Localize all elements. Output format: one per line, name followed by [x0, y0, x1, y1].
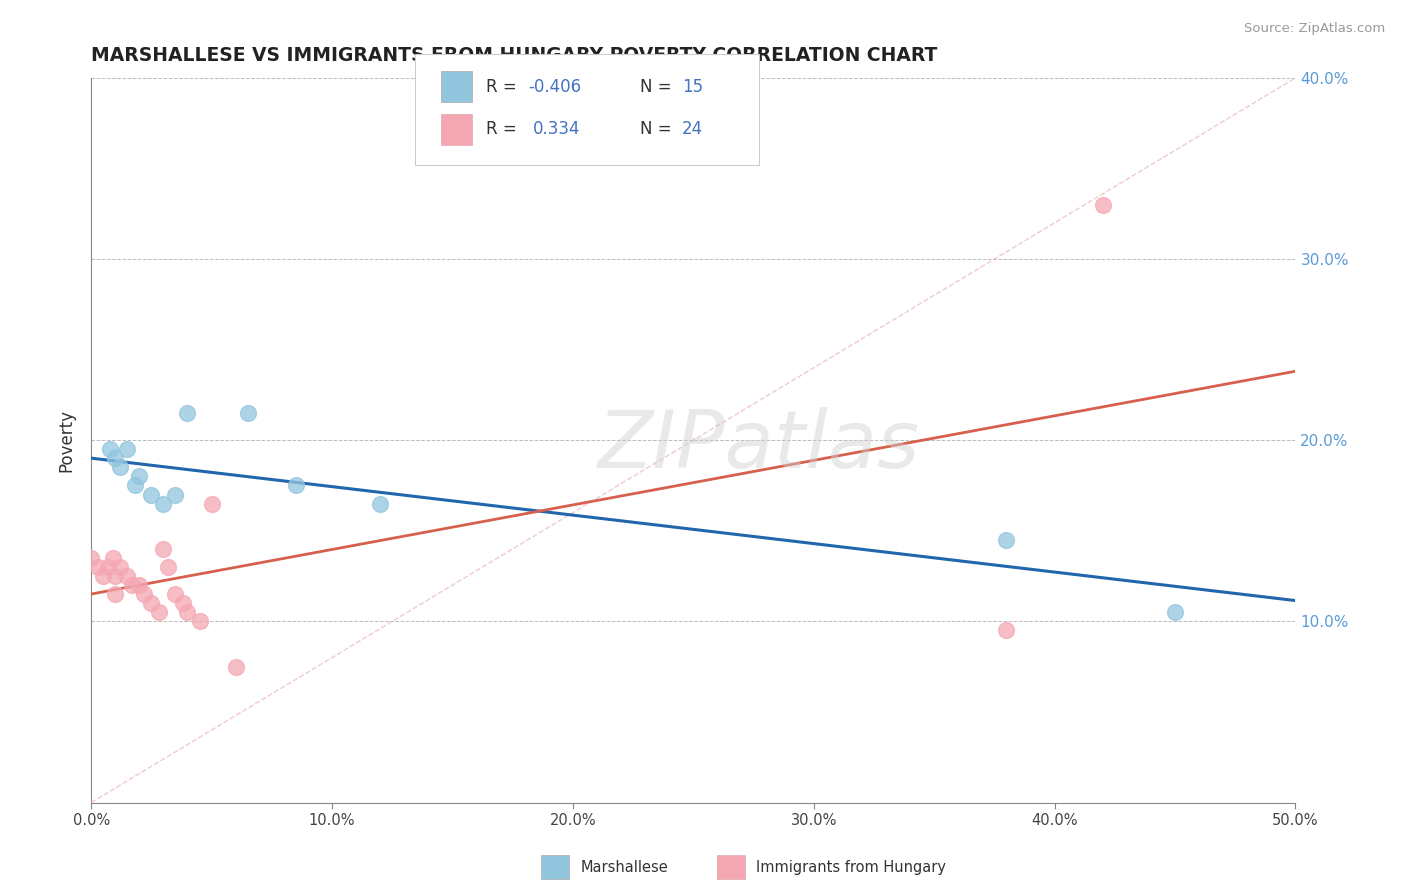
Point: [117, 569, 139, 583]
Text: N =: N =: [640, 120, 676, 138]
Point: [91, 569, 114, 583]
Y-axis label: Poverty: Poverty: [58, 409, 75, 472]
Point: [108, 560, 131, 574]
Point: [121, 578, 143, 592]
Point: [104, 569, 127, 583]
Text: R =: R =: [486, 120, 527, 138]
Text: -0.406: -0.406: [529, 78, 582, 95]
Point: [104, 587, 127, 601]
Text: 24: 24: [682, 120, 703, 138]
Point: [141, 487, 163, 501]
Point: [995, 533, 1018, 547]
Point: [128, 578, 150, 592]
Point: [87, 560, 110, 574]
Point: [100, 442, 122, 457]
Point: [148, 605, 170, 619]
Text: 15: 15: [682, 78, 703, 95]
Point: [172, 596, 194, 610]
Point: [101, 551, 124, 566]
Point: [80, 551, 103, 566]
Point: [188, 615, 211, 629]
Point: [165, 487, 187, 501]
Point: [157, 560, 180, 574]
Point: [225, 659, 247, 673]
Point: [368, 497, 391, 511]
Point: [141, 596, 163, 610]
Point: [104, 451, 127, 466]
Point: [152, 497, 174, 511]
Point: [152, 541, 174, 556]
Point: [200, 497, 222, 511]
Text: R =: R =: [486, 78, 523, 95]
Text: N =: N =: [640, 78, 676, 95]
Point: [117, 442, 139, 457]
Point: [97, 560, 120, 574]
Point: [128, 469, 150, 483]
Text: Immigrants from Hungary: Immigrants from Hungary: [756, 860, 946, 874]
Point: [284, 478, 307, 492]
Point: [236, 406, 259, 420]
Text: Marshallese: Marshallese: [581, 860, 668, 874]
Point: [165, 587, 187, 601]
Point: [108, 460, 131, 475]
Point: [995, 624, 1018, 638]
Text: MARSHALLESE VS IMMIGRANTS FROM HUNGARY POVERTY CORRELATION CHART: MARSHALLESE VS IMMIGRANTS FROM HUNGARY P…: [91, 46, 938, 65]
Text: 0.334: 0.334: [533, 120, 581, 138]
Point: [176, 605, 198, 619]
Text: Source: ZipAtlas.com: Source: ZipAtlas.com: [1244, 22, 1385, 36]
Point: [1164, 605, 1187, 619]
Point: [176, 406, 198, 420]
Point: [1091, 197, 1114, 211]
Point: [124, 478, 146, 492]
Point: [134, 587, 156, 601]
Text: ZIPatlas: ZIPatlas: [598, 407, 921, 485]
